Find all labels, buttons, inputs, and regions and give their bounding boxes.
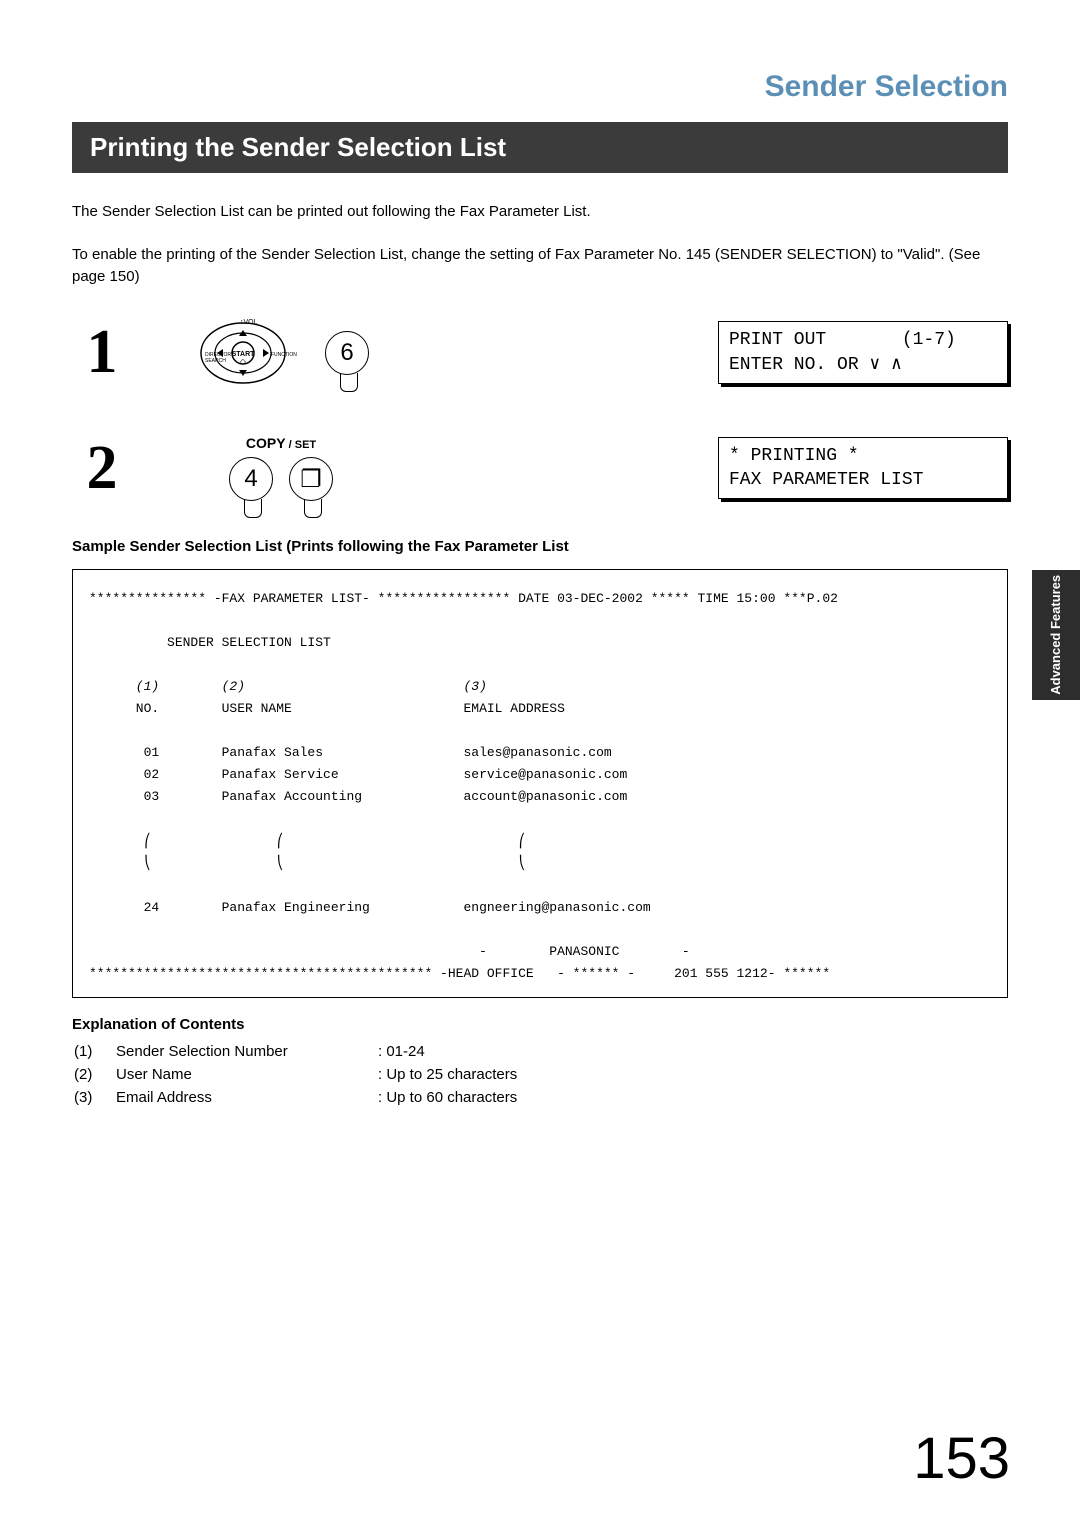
printout-row: 01 Panafax Sales sales@panasonic.com <box>89 745 612 760</box>
expl-label: Sender Selection Number <box>116 1041 376 1062</box>
copy-text: COPY <box>246 435 286 451</box>
intro-paragraph-2: To enable the printing of the Sender Sel… <box>72 244 1008 289</box>
explanation-heading: Explanation of Contents <box>72 1016 1008 1033</box>
side-tab: Advanced Features <box>1032 570 1080 700</box>
page-top-title: Sender Selection <box>72 70 1008 104</box>
section-title-bar: Printing the Sender Selection List <box>72 122 1008 173</box>
copy-set-button[interactable]: ❐ <box>289 457 333 501</box>
lcd-line: PRINT OUT (1-7) <box>729 330 956 350</box>
dial-pad-icon: START ◇ DIRECTORY SEARCH FUNCTION ↕VOL <box>193 313 313 393</box>
printout-footer: - PANASONIC - <box>89 944 690 959</box>
expl-label: Email Address <box>116 1087 376 1108</box>
lcd-line: * PRINTING * <box>729 446 859 466</box>
expl-num: (1) <box>74 1041 114 1062</box>
step-2-number: 2 <box>72 433 132 504</box>
step-2-lcd: * PRINTING * FAX PARAMETER LIST <box>718 437 1008 500</box>
explanation-table: (1) Sender Selection Number : 01-24 (2) … <box>72 1039 529 1110</box>
expl-value: : Up to 60 characters <box>378 1087 527 1108</box>
side-tab-label: Advanced Features <box>1048 575 1064 695</box>
svg-text:SEARCH: SEARCH <box>205 358 226 364</box>
table-row: (3) Email Address : Up to 60 characters <box>74 1087 527 1108</box>
step-1-number: 1 <box>72 317 132 388</box>
lcd-line: FAX PARAMETER LIST <box>729 470 923 490</box>
printout-banner: *************** -FAX PARAMETER LIST- ***… <box>89 591 838 606</box>
lcd-line: ENTER NO. OR ∨ ∧ <box>729 355 902 375</box>
sample-printout: *************** -FAX PARAMETER LIST- ***… <box>72 569 1008 999</box>
step-1-lcd: PRINT OUT (1-7) ENTER NO. OR ∨ ∧ <box>718 321 1008 384</box>
svg-text:FUNCTION: FUNCTION <box>271 352 297 358</box>
copy-set-label: COPY / SET <box>246 435 316 451</box>
printout-gap: ⎛ ⎛ ⎛ ⎝ ⎝ ⎝ <box>89 834 526 871</box>
step-2: 2 COPY / SET 4 ❐ * PRINTING * FAX PARAME… <box>72 433 1008 504</box>
table-row: (1) Sender Selection Number : 01-24 <box>74 1041 527 1062</box>
svg-text:↕VOL: ↕VOL <box>240 319 258 326</box>
expl-num: (3) <box>74 1087 114 1108</box>
step-1: 1 START ◇ DIRECTORY SEARCH FUNCTION ↕VOL <box>72 313 1008 393</box>
printout-col-nums: (1) (2) (3) <box>89 679 487 694</box>
printout-row: 02 Panafax Service service@panasonic.com <box>89 767 627 782</box>
keypad-6-button[interactable]: 6 <box>325 331 369 375</box>
step-1-graphic: START ◇ DIRECTORY SEARCH FUNCTION ↕VOL 6 <box>156 313 406 393</box>
keypad-4-button[interactable]: 4 <box>229 457 273 501</box>
expl-num: (2) <box>74 1064 114 1085</box>
step-2-graphic: COPY / SET 4 ❐ <box>156 435 406 501</box>
sample-heading: Sample Sender Selection List (Prints fol… <box>72 538 1008 555</box>
page-number: 153 <box>913 1425 1010 1492</box>
expl-value: : Up to 25 characters <box>378 1064 527 1085</box>
steps-container: 1 START ◇ DIRECTORY SEARCH FUNCTION ↕VOL <box>72 313 1008 504</box>
table-row: (2) User Name : Up to 25 characters <box>74 1064 527 1085</box>
set-text: / SET <box>286 439 317 451</box>
intro-paragraph-1: The Sender Selection List can be printed… <box>72 201 1008 224</box>
printout-row: 24 Panafax Engineering engneering@panaso… <box>89 900 651 915</box>
printout-subtitle: SENDER SELECTION LIST <box>89 635 331 650</box>
printout-col-headers: NO. USER NAME EMAIL ADDRESS <box>89 701 565 716</box>
expl-value: : 01-24 <box>378 1041 527 1062</box>
svg-text:◇: ◇ <box>240 357 247 366</box>
printout-footer: ****************************************… <box>89 966 830 981</box>
expl-label: User Name <box>116 1064 376 1085</box>
printout-row: 03 Panafax Accounting account@panasonic.… <box>89 789 627 804</box>
